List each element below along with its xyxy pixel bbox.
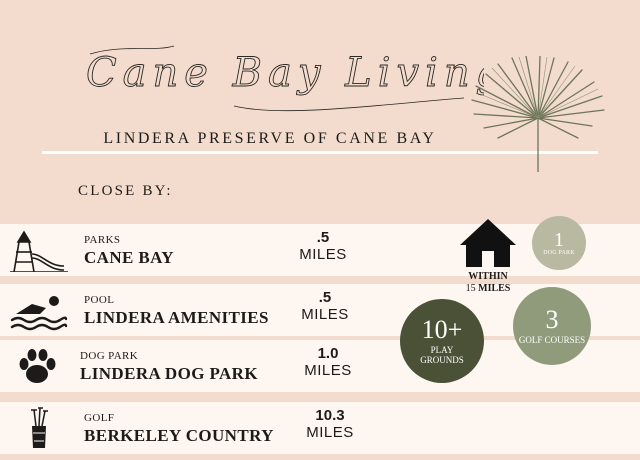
amenity-category: GOLF bbox=[84, 412, 115, 424]
section-label-close-by: CLOSE BY: bbox=[78, 183, 173, 199]
title-divider bbox=[42, 151, 598, 154]
stat-label: GOLF COURSES bbox=[518, 335, 586, 345]
amenity-distance-unit: MILES bbox=[301, 306, 349, 323]
palm-leaf-icon bbox=[471, 56, 605, 172]
stat-label: DOG PARK bbox=[543, 250, 575, 256]
amenity-category: PARKS bbox=[84, 234, 121, 246]
amenity-category: POOL bbox=[84, 294, 115, 306]
amenity-name: BERKELEY COUNTRY bbox=[84, 426, 274, 445]
amenity-distance-unit: MILES bbox=[304, 362, 352, 379]
script-title-text: Cane Bay Living bbox=[86, 50, 484, 96]
amenity-distance-unit: MILES bbox=[306, 424, 354, 441]
within-line1: WITHIN bbox=[468, 271, 508, 282]
stat-number: 1 bbox=[554, 229, 564, 251]
amenity-distance: .5 bbox=[318, 289, 332, 306]
amenity-name: CANE BAY bbox=[84, 248, 174, 267]
stat-circle-golf-courses: 3 GOLF COURSES bbox=[513, 287, 591, 365]
amenity-distance: .5 bbox=[316, 229, 330, 246]
amenity-distance: 1.0 bbox=[317, 345, 339, 362]
subtitle: LINDERA PRESERVE OF CANE BAY bbox=[103, 130, 437, 147]
within-line2: 15 MILES bbox=[444, 283, 532, 295]
golf-bag-icon bbox=[31, 407, 48, 448]
paw-icon bbox=[19, 349, 56, 383]
stat-number: 3 bbox=[545, 305, 559, 334]
amenity-category: DOG PARK bbox=[80, 350, 139, 362]
playground-icon bbox=[10, 230, 68, 272]
house-icon bbox=[460, 219, 516, 267]
stat-circle-playgrounds: 10+ PLAY GROUNDS bbox=[400, 299, 484, 383]
amenity-distance-unit: MILES bbox=[299, 246, 347, 263]
stat-circle-dog-park: 1 DOG PARK bbox=[532, 216, 586, 270]
amenity-name: LINDERA AMENITIES bbox=[84, 308, 269, 327]
within-miles-label: WITHIN 15 MILES bbox=[444, 271, 532, 295]
swimmer-icon bbox=[10, 296, 68, 331]
stat-number: 10+ bbox=[421, 315, 463, 344]
within-unit: MILES bbox=[478, 283, 511, 294]
amenity-distance: 10.3 bbox=[315, 407, 345, 424]
stat-label: PLAY GROUNDS bbox=[420, 345, 464, 365]
script-title: Cane Bay Living bbox=[86, 45, 484, 112]
amenity-name: LINDERA DOG PARK bbox=[80, 364, 258, 383]
within-distance: 15 bbox=[465, 283, 479, 294]
amenity-row-golf: GOLF BERKELEY COUNTRY 10.3 MILES bbox=[0, 402, 640, 454]
